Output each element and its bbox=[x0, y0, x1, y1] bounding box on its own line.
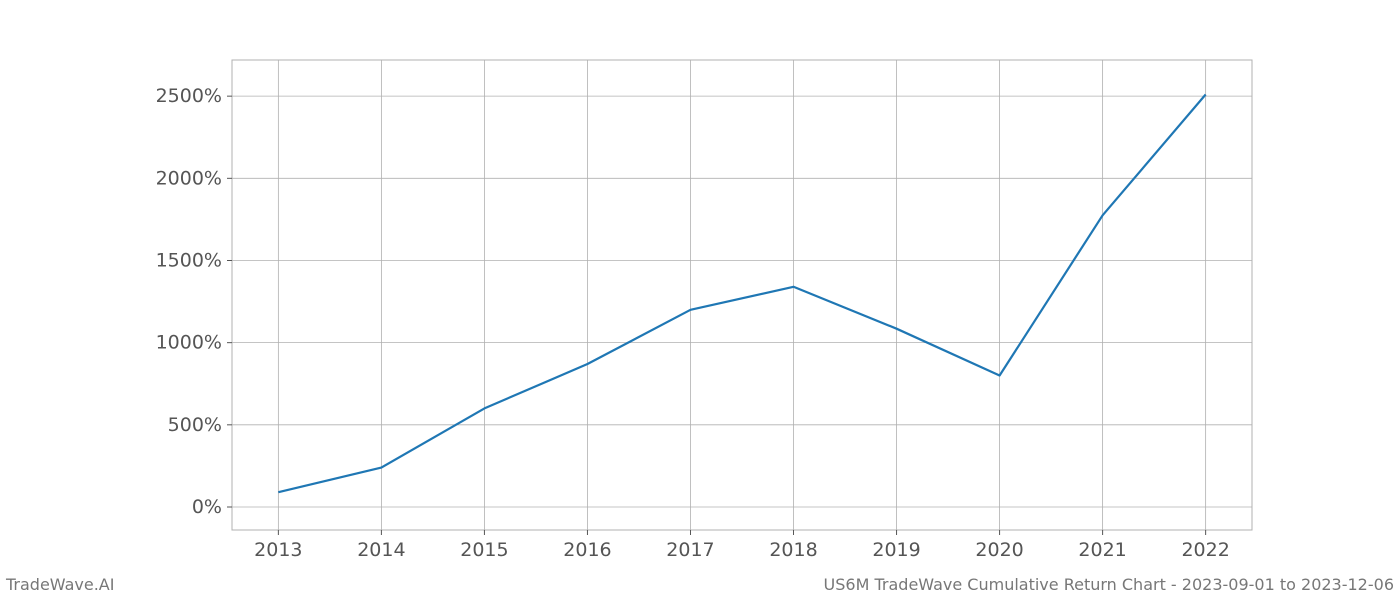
x-tick-label: 2022 bbox=[1181, 539, 1229, 561]
x-tick-label: 2019 bbox=[872, 539, 920, 561]
line-chart: 2013 2014 2015 2016 2017 2018 2019 2020 2021 2022… bbox=[0, 0, 1400, 600]
x-tick-label: 2015 bbox=[460, 539, 508, 561]
x-tick-label: 2013 bbox=[254, 539, 302, 561]
x-tick-label: 2016 bbox=[563, 539, 611, 561]
y-tick-label: 2000% bbox=[156, 167, 222, 189]
x-tick-label: 2020 bbox=[975, 539, 1023, 561]
y-tick-label: 1500% bbox=[156, 249, 222, 271]
x-tick-label: 2017 bbox=[666, 539, 714, 561]
footer-right: US6M TradeWave Cumulative Return Chart -… bbox=[824, 575, 1394, 594]
y-tick-label: 0% bbox=[192, 496, 222, 518]
footer-left: TradeWave.AI bbox=[5, 575, 114, 594]
x-tick-label: 2021 bbox=[1078, 539, 1126, 561]
x-tick-label: 2018 bbox=[769, 539, 817, 561]
y-tick-label: 500% bbox=[168, 414, 222, 436]
chart-container: 2013 2014 2015 2016 2017 2018 2019 2020 2021 2022… bbox=[0, 0, 1400, 600]
y-tick-label: 1000% bbox=[156, 332, 222, 354]
y-tick-label: 2500% bbox=[156, 85, 222, 107]
x-tick-label: 2014 bbox=[357, 539, 405, 561]
